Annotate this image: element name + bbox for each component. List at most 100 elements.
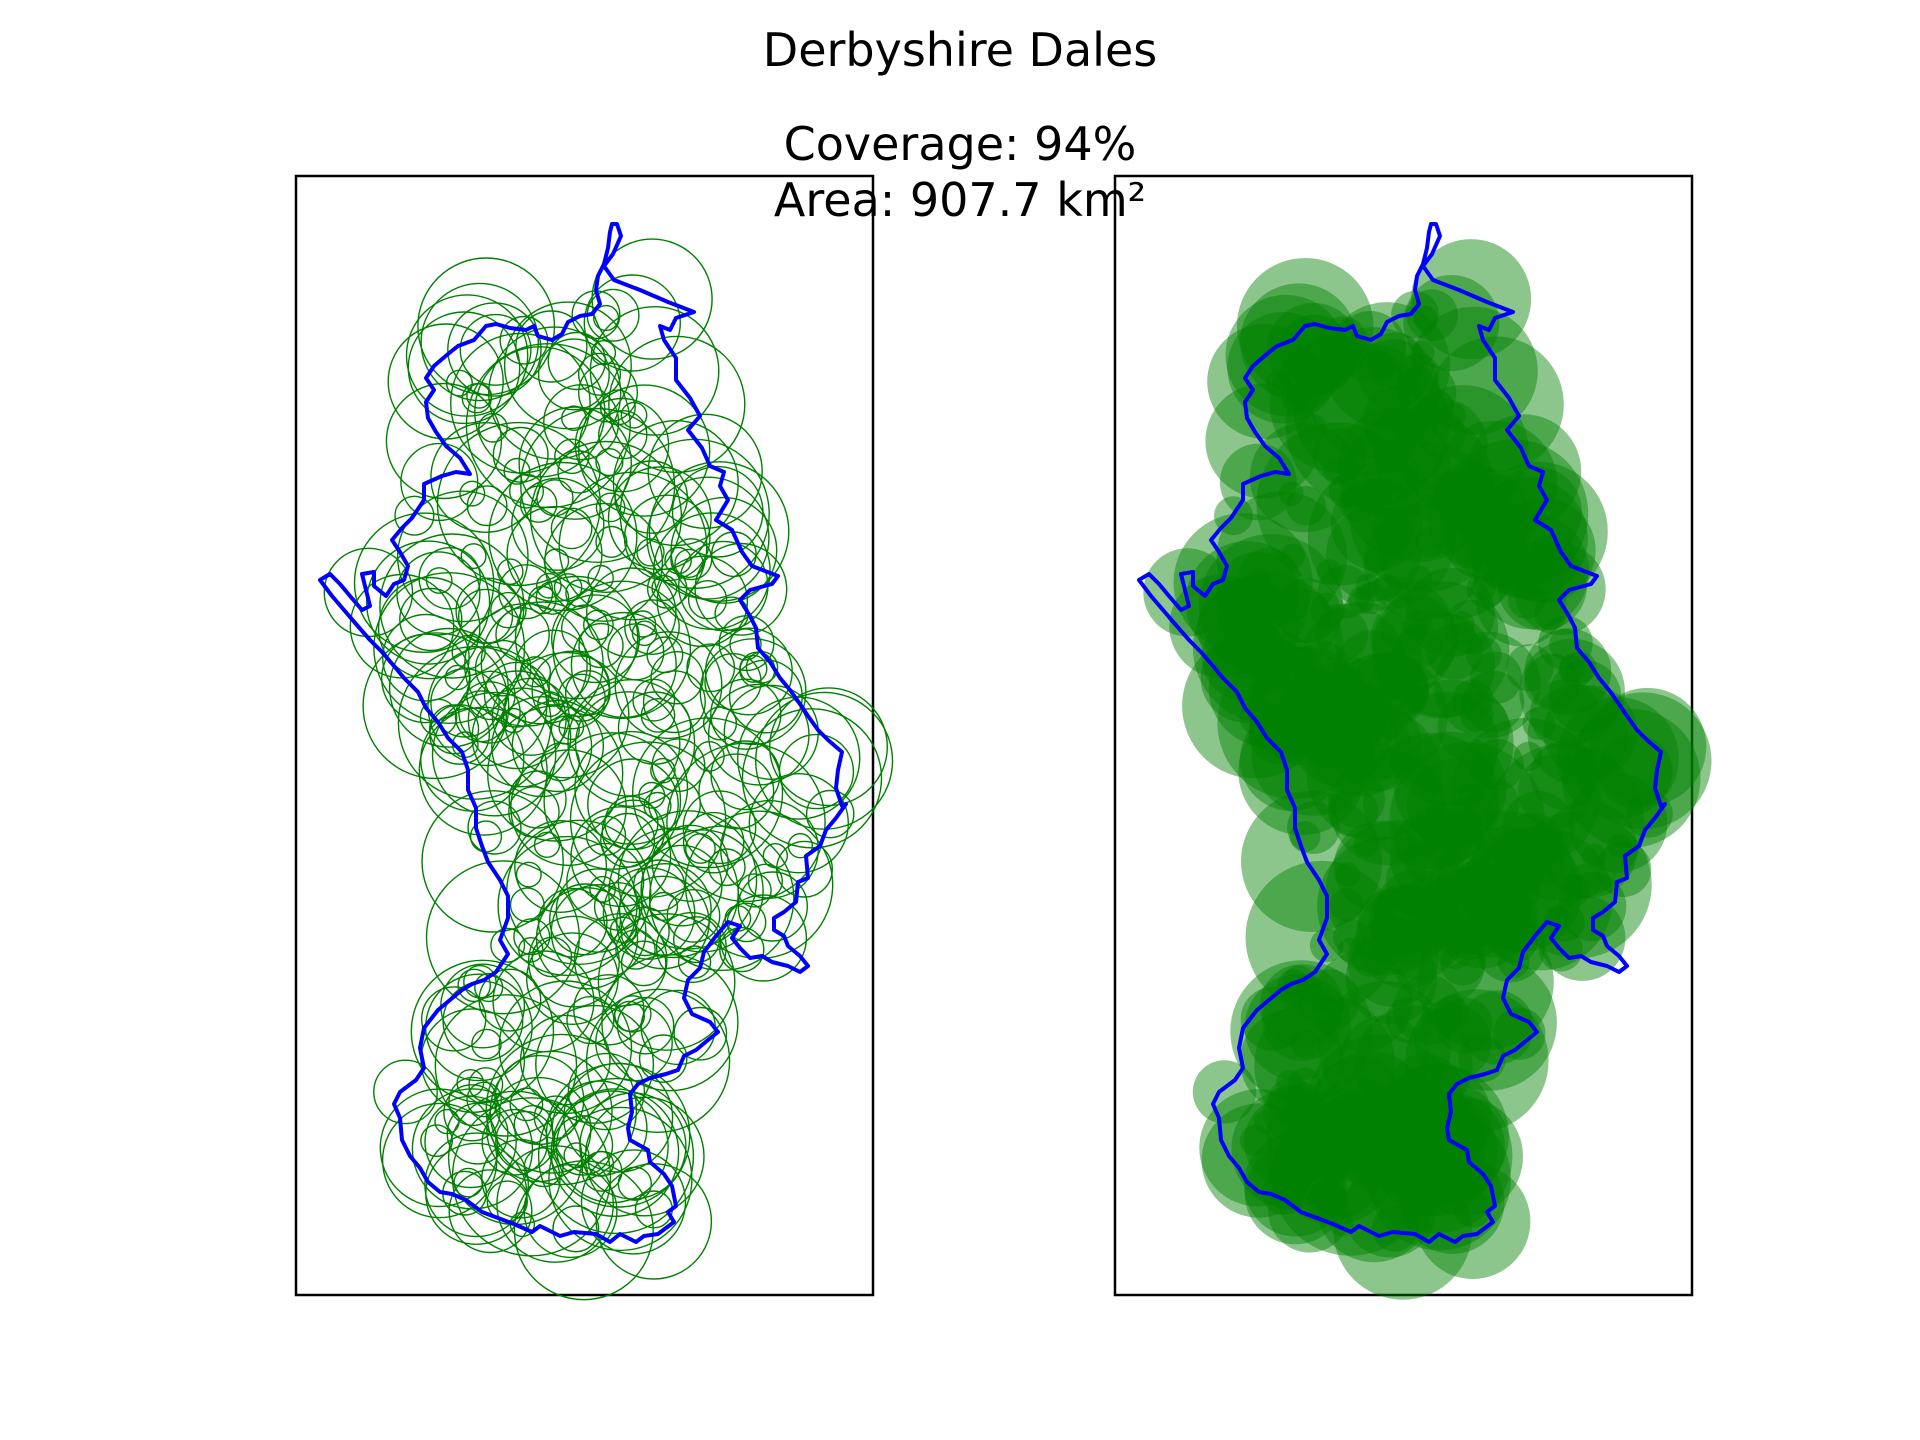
coverage-circle <box>599 389 636 426</box>
coverage-circle <box>353 512 495 654</box>
coverage-circle <box>666 889 721 943</box>
coverage-circle-filled <box>1353 832 1379 858</box>
coverage-circle-filled <box>1434 929 1475 970</box>
coverage-circle <box>429 704 480 755</box>
coverage-circle <box>373 1059 438 1125</box>
coverage-circle <box>394 495 435 536</box>
coverage-circle-filled <box>1427 467 1531 570</box>
coverage-circle-filled <box>1506 644 1554 692</box>
coverage-circle-filled <box>1561 708 1701 848</box>
coverage-circle <box>664 546 692 575</box>
coverage-circle-filled <box>1208 628 1328 748</box>
coverage-circle-filled <box>1549 628 1580 660</box>
coverage-circle-filled <box>1265 370 1292 396</box>
coverage-circle <box>581 1150 623 1192</box>
coverage-circle <box>729 628 762 661</box>
coverage-circle-filled <box>1306 1181 1347 1222</box>
coverage-circle-filled <box>1247 646 1366 766</box>
coverage-circle-filled <box>1415 448 1442 476</box>
coverage-circle-filled <box>1494 549 1522 578</box>
left-coverage-circles <box>323 238 894 1301</box>
coverage-circle <box>565 579 594 608</box>
coverage-circle-filled <box>1349 441 1501 593</box>
coverage-circle <box>552 1205 600 1253</box>
coverage-circle <box>529 440 683 594</box>
coverage-circle-filled <box>1370 508 1411 549</box>
coverage-circle-filled <box>1437 810 1576 950</box>
coverage-circle-filled <box>1394 691 1499 797</box>
coverage-circle-filled <box>1240 283 1358 401</box>
coverage-circle-filled <box>1394 398 1488 492</box>
coverage-circle-filled <box>1285 671 1334 720</box>
coverage-circle <box>567 1052 646 1131</box>
coverage-circle-filled <box>1490 497 1596 604</box>
coverage-circle-filled <box>1339 1015 1430 1105</box>
coverage-circle <box>434 994 578 1137</box>
coverage-circle-filled <box>1530 532 1576 577</box>
coverage-circle-filled <box>1458 782 1484 809</box>
coverage-circle <box>616 996 675 1055</box>
coverage-circle-filled <box>1182 632 1328 779</box>
coverage-circle <box>491 695 593 798</box>
coverage-circle-filled <box>1456 538 1483 566</box>
coverage-circle-filled <box>1524 628 1612 715</box>
coverage-circle <box>513 1160 654 1301</box>
coverage-circle-filled <box>1384 580 1412 607</box>
coverage-circle-filled <box>1375 1091 1488 1203</box>
coverage-circle-filled <box>1504 811 1652 959</box>
coverage-circle-filled <box>1200 634 1290 723</box>
coverage-circle <box>670 538 713 581</box>
coverage-circle <box>638 1034 688 1083</box>
coverage-circle-filled <box>1502 812 1563 873</box>
coverage-circle <box>586 567 677 658</box>
area-label: Area: 907.7 km² <box>773 173 1147 227</box>
coverage-circle-filled <box>1408 876 1435 902</box>
coverage-circle-filled <box>1339 408 1494 563</box>
left-map-panel <box>294 174 894 1301</box>
coverage-circle-filled <box>1240 986 1305 1051</box>
coverage-circle-filled <box>1372 581 1510 719</box>
coverage-circle-filled <box>1468 892 1497 921</box>
coverage-circle <box>385 382 503 500</box>
coverage-circle-filled <box>1519 638 1625 745</box>
coverage-circle <box>666 742 826 903</box>
coverage-circle-filled <box>1443 495 1529 581</box>
coverage-circle-filled <box>1356 691 1382 717</box>
coverage-circle <box>618 863 712 957</box>
coverage-circle-filled <box>1471 738 1524 792</box>
coverage-circle <box>396 490 529 623</box>
coverage-circle-filled <box>1534 597 1568 631</box>
coverage-circle-filled <box>1530 741 1599 810</box>
coverage-circle-filled <box>1216 491 1348 622</box>
coverage-circle-filled <box>1347 586 1375 614</box>
coverage-circle-filled <box>1230 960 1373 1103</box>
coverage-circle-filled <box>1527 684 1629 785</box>
coverage-circle-filled <box>1262 1084 1319 1141</box>
coverage-circle <box>698 753 775 830</box>
coverage-circle-filled <box>1375 868 1459 953</box>
coverage-circle-filled <box>1269 333 1410 473</box>
coverage-circle-filled <box>1371 1081 1466 1176</box>
coverage-circle-filled <box>1435 876 1529 969</box>
coverage-circle-filled <box>1251 692 1375 816</box>
coverage-circle-filled <box>1400 1149 1505 1254</box>
coverage-circle-filled <box>1357 1078 1513 1234</box>
coverage-circle-filled <box>1286 1082 1321 1117</box>
coverage-circle <box>589 875 616 903</box>
right-coverage-circles <box>1143 239 1712 1300</box>
coverage-circle-filled <box>1238 547 1300 609</box>
coverage-circle <box>497 835 638 977</box>
coverage-circle-filled <box>1419 390 1455 425</box>
coverage-circle <box>448 1169 533 1254</box>
coverage-circle-filled <box>1249 668 1319 738</box>
coverage-circle <box>642 670 706 734</box>
coverage-circle-filled <box>1527 849 1565 886</box>
coverage-circle-filled <box>1451 621 1476 646</box>
coverage-circle-filled <box>1468 826 1613 971</box>
coverage-circle-filled <box>1429 917 1456 943</box>
coverage-circle-filled <box>1389 742 1545 898</box>
coverage-circle <box>580 1149 687 1255</box>
coverage-circle-filled <box>1492 916 1539 963</box>
coverage-circle-filled <box>1404 1097 1523 1216</box>
coverage-circle <box>737 696 861 820</box>
